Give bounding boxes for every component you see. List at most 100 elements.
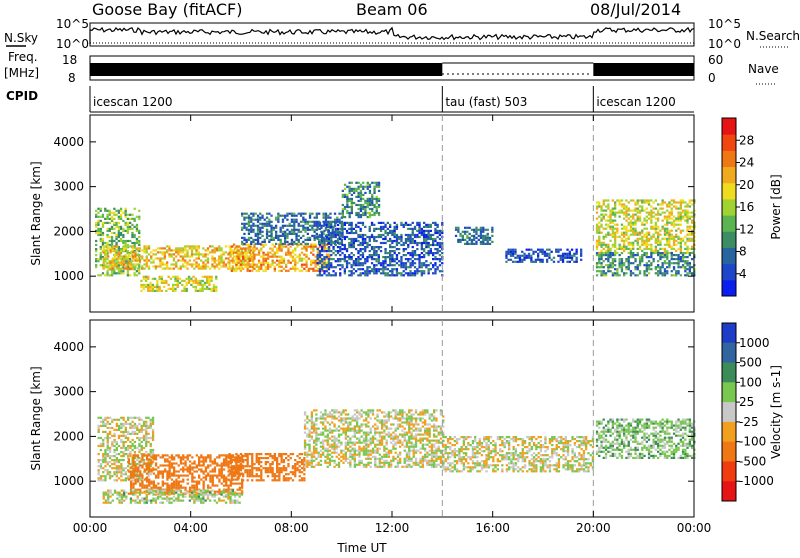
data-cell (98, 445, 100, 447)
data-cell (284, 215, 286, 217)
data-cell (134, 253, 136, 255)
data-cell (675, 230, 677, 232)
data-cell (305, 262, 307, 264)
data-cell (360, 208, 362, 210)
data-cell (178, 470, 180, 472)
data-cell (276, 252, 278, 254)
data-cell (605, 220, 607, 222)
data-cell (317, 228, 319, 230)
data-cell (632, 230, 634, 232)
data-cell (146, 487, 148, 489)
data-cell (123, 445, 125, 447)
data-cell (202, 253, 204, 255)
data-cell (244, 260, 246, 262)
data-cell (609, 252, 611, 254)
data-cell (118, 469, 120, 471)
data-cell (623, 226, 625, 228)
data-cell (680, 205, 682, 207)
data-cell (298, 225, 300, 227)
data-cell (125, 210, 127, 212)
data-cell (657, 242, 659, 244)
data-cell (136, 224, 138, 226)
data-cell (178, 483, 180, 485)
data-cell (478, 235, 480, 237)
data-cell (287, 262, 289, 264)
data-cell (275, 231, 277, 233)
data-cell (152, 253, 154, 255)
data-cell (616, 274, 618, 276)
data-cell (423, 250, 425, 252)
data-cell (530, 261, 532, 263)
data-cell (643, 210, 645, 212)
data-cell (650, 246, 652, 248)
data-cell (123, 255, 125, 257)
data-cell (242, 455, 244, 457)
data-cell (251, 260, 253, 262)
data-cell (136, 242, 138, 244)
data-cell (403, 250, 405, 252)
data-cell (220, 255, 222, 257)
data-cell (391, 258, 393, 260)
data-cell (225, 458, 227, 460)
data-cell (125, 431, 127, 433)
data-cell (177, 253, 179, 255)
y-axis-title-0: Slant Range [km] (29, 161, 43, 265)
data-cell (100, 449, 102, 451)
data-cell (116, 471, 118, 473)
data-cell (150, 460, 152, 462)
data-cell (396, 240, 398, 242)
data-cell (475, 227, 477, 229)
data-cell (605, 224, 607, 226)
data-cell (164, 251, 166, 253)
data-cell (659, 258, 661, 260)
data-cell (240, 264, 242, 266)
data-cell (675, 274, 677, 276)
data-cell (655, 199, 657, 201)
data-cell (262, 244, 264, 246)
data-cell (216, 249, 218, 251)
data-cell (129, 451, 131, 453)
data-cell (177, 259, 179, 261)
data-cell (425, 266, 427, 268)
data-cell (301, 270, 303, 272)
data-cell (482, 241, 484, 243)
data-cell (396, 234, 398, 236)
data-cell (241, 227, 243, 229)
data-cell (218, 255, 220, 257)
data-cell (464, 227, 466, 229)
data-cell (162, 454, 164, 456)
data-cell (174, 278, 176, 280)
data-cell (237, 483, 239, 485)
data-cell (209, 245, 211, 247)
data-cell (278, 248, 280, 250)
data-cell (432, 222, 434, 224)
data-cell (120, 238, 122, 240)
data-cell (134, 447, 136, 449)
data-cell (207, 265, 209, 267)
data-cell (659, 208, 661, 210)
data-cell (598, 240, 600, 242)
data-cell (323, 262, 325, 264)
data-cell (634, 210, 636, 212)
data-cell (650, 216, 652, 218)
data-cell (418, 258, 420, 260)
data-cell (369, 198, 371, 200)
data-cell (337, 246, 339, 248)
data-cell (360, 216, 362, 218)
data-cell (414, 266, 416, 268)
data-cell (113, 459, 115, 461)
data-cell (315, 256, 317, 258)
data-cell (247, 479, 249, 481)
data-cell (643, 272, 645, 274)
data-cell (278, 256, 280, 258)
data-cell (580, 253, 582, 255)
data-cell (180, 255, 182, 257)
data-cell (628, 256, 630, 258)
data-cell (218, 489, 220, 491)
data-cell (290, 254, 292, 256)
data-cell (184, 255, 186, 257)
data-cell (214, 470, 216, 472)
data-cell (162, 483, 164, 485)
data-cell (121, 255, 123, 257)
data-cell (621, 238, 623, 240)
